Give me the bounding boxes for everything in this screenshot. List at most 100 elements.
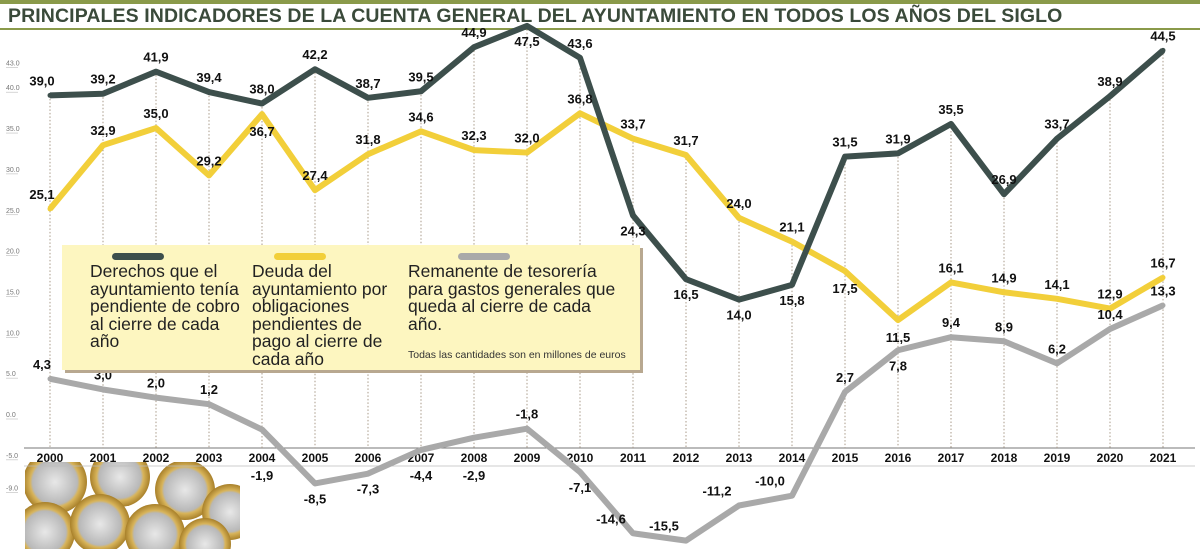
data-point	[206, 401, 212, 407]
data-point	[683, 538, 689, 544]
data-point	[100, 142, 106, 148]
data-point	[1160, 47, 1166, 53]
data-label: 14,1	[1044, 277, 1069, 292]
legend-swatch-gray	[458, 253, 510, 260]
data-label: 3,0	[94, 367, 112, 382]
data-label: 36,7	[249, 124, 274, 139]
data-point	[418, 128, 424, 134]
data-label: 10,4	[1097, 307, 1123, 322]
data-point	[1107, 306, 1113, 312]
data-point	[153, 395, 159, 401]
data-point	[1001, 191, 1007, 197]
y-tick-label: 10.0	[6, 330, 20, 337]
data-point	[948, 279, 954, 285]
data-label: 4,3	[33, 357, 51, 372]
data-point	[524, 150, 530, 156]
data-label: 38,7	[355, 76, 380, 91]
data-label: -7,1	[569, 480, 591, 495]
data-point	[630, 136, 636, 142]
x-tick-label: 2017	[938, 451, 965, 465]
data-label: 43,6	[567, 36, 592, 51]
data-label: -2,9	[463, 468, 485, 483]
y-tick-label: -9.0	[6, 486, 18, 493]
x-tick-label: 2015	[832, 451, 859, 465]
data-label: 11,5	[886, 330, 911, 345]
x-tick-label: 2013	[726, 451, 753, 465]
x-tick-label: 2012	[673, 451, 700, 465]
data-point	[948, 121, 954, 127]
series-line-0	[49, 22, 1165, 303]
data-point	[1107, 93, 1113, 99]
x-tick-label: 2019	[1044, 451, 1071, 465]
y-tick-label: -5.0	[6, 453, 18, 460]
data-label: -10,0	[755, 474, 785, 489]
data-label: 33,7	[1044, 117, 1069, 132]
data-point	[418, 447, 424, 453]
data-label: -4,4	[410, 468, 433, 483]
series-line-1	[47, 110, 1165, 324]
legend-item-remanente: Remanente de tesorería para gastos gener…	[408, 253, 618, 333]
data-point	[47, 92, 53, 98]
data-point	[842, 154, 848, 160]
data-label: 9,4	[942, 315, 961, 330]
data-label: 47,5	[514, 34, 539, 49]
data-label: 31,7	[673, 133, 698, 148]
data-label: 26,9	[991, 172, 1016, 187]
data-point	[153, 125, 159, 131]
data-label: -11,2	[703, 484, 732, 499]
data-label: 21,1	[779, 220, 804, 235]
legend: Derechos que el ayuntamiento tenía pendi…	[62, 245, 640, 370]
x-tick-label: 2018	[991, 451, 1018, 465]
legend-item-deuda: Deuda del ayuntamiento por obligaciones …	[252, 253, 402, 368]
y-tick-label: 43.0	[6, 61, 20, 68]
data-point	[948, 334, 954, 340]
data-label: 13,3	[1150, 283, 1175, 298]
data-point	[100, 91, 106, 97]
data-point	[47, 206, 53, 212]
data-point	[683, 276, 689, 282]
data-point	[842, 389, 848, 395]
legend-swatch-dark	[112, 253, 164, 260]
data-label: 31,8	[355, 132, 380, 147]
data-label: 38,0	[249, 82, 274, 97]
data-point	[736, 503, 742, 509]
x-tick-label: 2001	[90, 451, 117, 465]
data-label: 1,2	[200, 382, 218, 397]
data-point	[683, 152, 689, 158]
data-point	[630, 212, 636, 218]
euro-coins-image	[25, 462, 240, 549]
data-point	[789, 493, 795, 499]
x-tick-label: 2002	[143, 451, 170, 465]
data-point	[895, 347, 901, 353]
data-label: 39,0	[29, 73, 54, 88]
legend-item-derechos: Derechos que el ayuntamiento tenía pendi…	[90, 253, 248, 351]
data-point	[153, 69, 159, 75]
data-point	[630, 530, 636, 536]
data-label: 32,0	[514, 131, 539, 146]
data-label: 33,7	[620, 117, 645, 132]
data-point	[524, 426, 530, 432]
x-tick-label: 2000	[37, 451, 64, 465]
data-point	[100, 386, 106, 392]
data-point	[47, 376, 53, 382]
data-point	[365, 151, 371, 157]
data-label: 41,9	[143, 50, 168, 65]
data-point	[259, 111, 265, 117]
data-point	[471, 147, 477, 153]
data-point	[206, 89, 212, 95]
data-label: 16,1	[938, 260, 963, 275]
data-label: 44,5	[1150, 28, 1175, 43]
data-label: -15,5	[649, 519, 679, 534]
data-point	[577, 55, 583, 61]
data-label: 7,8	[889, 358, 907, 373]
data-point	[1054, 296, 1060, 302]
data-label: 14,0	[726, 308, 751, 323]
x-tick-label: 2020	[1097, 451, 1124, 465]
y-tick-label: 35.0	[6, 126, 20, 133]
x-tick-label: 2003	[196, 451, 223, 465]
data-label: 42,2	[302, 47, 327, 62]
data-label: 25,1	[29, 187, 54, 202]
data-point	[1160, 302, 1166, 308]
data-point	[259, 427, 265, 433]
x-tick-label: 2005	[302, 451, 329, 465]
